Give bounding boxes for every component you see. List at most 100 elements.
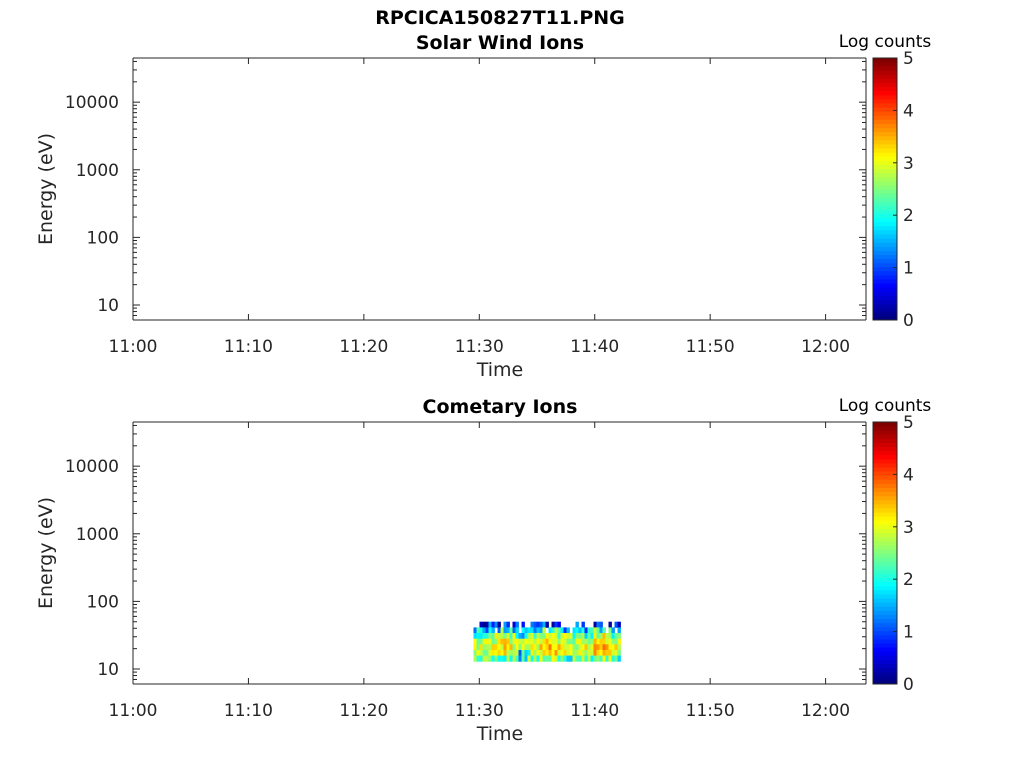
- heatmap-cell: [515, 621, 519, 628]
- heatmap-cell: [593, 633, 597, 640]
- heatmap-cell: [572, 644, 576, 651]
- x-tick-label: 11:40: [570, 701, 619, 721]
- colorbar-segment: [873, 483, 897, 488]
- x-tick-label: 11:50: [686, 337, 735, 357]
- colorbar-tick-label: 5: [903, 49, 914, 69]
- colorbar-segment: [873, 139, 897, 145]
- colorbar-segment: [873, 667, 897, 673]
- heatmap-cell: [581, 655, 585, 662]
- heatmap-cell: [605, 655, 609, 662]
- heatmap-cell: [473, 644, 477, 651]
- heatmap-cell: [545, 644, 549, 651]
- heatmap-cell: [587, 650, 591, 657]
- colorbar-segment: [873, 90, 897, 96]
- heatmap-cell: [494, 633, 498, 640]
- heatmap-cell: [533, 633, 537, 640]
- heatmap-cell: [575, 650, 579, 657]
- colorbar-segment: [873, 548, 897, 554]
- heatmap-cell: [560, 650, 564, 657]
- heatmap-cell: [536, 650, 540, 657]
- colorbar-segment: [873, 123, 897, 129]
- heatmap-cell: [575, 638, 579, 645]
- heatmap-cell: [473, 638, 477, 645]
- heatmap-cell: [566, 627, 570, 634]
- colorbar-segment: [873, 307, 897, 313]
- heatmap-cell: [569, 633, 573, 640]
- colorbar-segment: [873, 287, 897, 292]
- heatmap-cell: [521, 644, 525, 651]
- heatmap-cell: [548, 644, 552, 651]
- heatmap-cell: [560, 627, 564, 634]
- heatmap-cell: [611, 655, 615, 662]
- heatmap-cell: [569, 638, 573, 645]
- heatmap-cell: [608, 650, 612, 657]
- colorbar-segment: [873, 250, 897, 255]
- colorbar-segment: [873, 626, 897, 632]
- heatmap-cell: [572, 627, 576, 634]
- heatmap-cell: [485, 638, 489, 645]
- heatmap-cell: [482, 638, 486, 645]
- colorbar-segment: [873, 274, 897, 280]
- colorbar-segment: [873, 279, 897, 284]
- colorbar-segment: [873, 507, 897, 513]
- heatmap-cell: [572, 633, 576, 640]
- colorbar-segment: [873, 647, 897, 652]
- colorbar-segment: [873, 58, 897, 63]
- heatmap-cell: [497, 633, 501, 640]
- heatmap-cell: [527, 650, 531, 657]
- heatmap-cell: [521, 655, 525, 662]
- x-tick-label: 12:00: [801, 337, 850, 357]
- heatmap-cell: [500, 627, 504, 634]
- colorbar-segment: [873, 442, 897, 448]
- heatmap-cell: [527, 655, 531, 662]
- heatmap-cell: [575, 655, 579, 662]
- heatmap-cell: [497, 627, 501, 634]
- heatmap-cell: [533, 655, 537, 662]
- panel-title: Cometary Ions: [423, 396, 578, 418]
- heatmap-cell: [614, 650, 618, 657]
- heatmap-cell: [596, 650, 600, 657]
- heatmap-cell: [539, 621, 543, 628]
- heatmap-cell: [548, 633, 552, 640]
- y-tick-label: 1000: [76, 161, 119, 181]
- colorbar-segment: [873, 180, 897, 186]
- heatmap-cell: [527, 638, 531, 645]
- heatmap-cell: [545, 621, 549, 628]
- heatmap-cell: [542, 638, 546, 645]
- colorbar-segment: [873, 303, 897, 309]
- colorbar: 0 1 2 3 4 5: [872, 413, 914, 695]
- heatmap-cell: [518, 638, 522, 645]
- heatmap-cell: [527, 627, 531, 634]
- heatmap-cell: [596, 627, 600, 634]
- colorbar-segment: [873, 86, 897, 92]
- heatmap-cell: [554, 644, 558, 651]
- heatmap-cell: [521, 621, 525, 628]
- panel-title: Solar Wind Ions: [416, 32, 584, 54]
- colorbar-segment: [873, 553, 897, 558]
- heatmap-cell: [590, 655, 594, 662]
- heatmap-cell: [521, 633, 525, 640]
- heatmap-cell: [515, 655, 519, 662]
- colorbar-tick-label: 4: [903, 101, 914, 121]
- heatmap-cell: [551, 655, 555, 662]
- colorbar-segment: [873, 311, 897, 317]
- heatmap-cell: [548, 655, 552, 662]
- colorbar-segment: [873, 127, 897, 133]
- colorbar-segment: [873, 152, 897, 157]
- colorbar: 0 1 2 3 4 5: [872, 49, 914, 331]
- heatmap-cell: [536, 655, 540, 662]
- colorbar-segment: [873, 475, 897, 480]
- heatmap-cell: [536, 633, 540, 640]
- heatmap-cell: [617, 627, 621, 634]
- heatmap-cell: [572, 650, 576, 657]
- heatmap-cell: [572, 638, 576, 645]
- heatmap-cell: [566, 633, 570, 640]
- colorbar-segment: [873, 622, 897, 628]
- heatmap-cell: [596, 638, 600, 645]
- heatmap-cell: [530, 655, 534, 662]
- y-tick-label: 10000: [65, 93, 119, 113]
- heatmap-cell: [500, 655, 504, 662]
- colorbar-segment: [873, 512, 897, 517]
- x-tick-label: 11:20: [339, 337, 388, 357]
- colorbar-segment: [873, 148, 897, 153]
